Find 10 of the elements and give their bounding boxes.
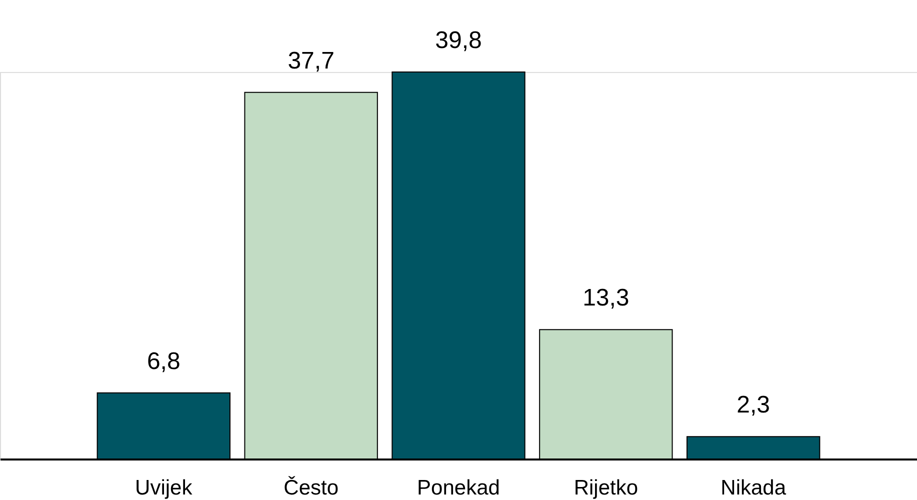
x-tick-label: Uvijek [135, 476, 193, 500]
x-tick-label: Rijetko [574, 476, 638, 500]
data-label: 6,8 [146, 348, 180, 375]
data-label: 13,3 [582, 284, 630, 312]
x-tick-label: Često [284, 476, 338, 500]
x-tick-label: Ponekad [417, 476, 500, 500]
x-tick-label: Nikada [720, 476, 786, 500]
data-label: 39,8 [435, 27, 482, 54]
data-label: 37,7 [288, 47, 334, 74]
data-label: 2,3 [736, 392, 770, 419]
